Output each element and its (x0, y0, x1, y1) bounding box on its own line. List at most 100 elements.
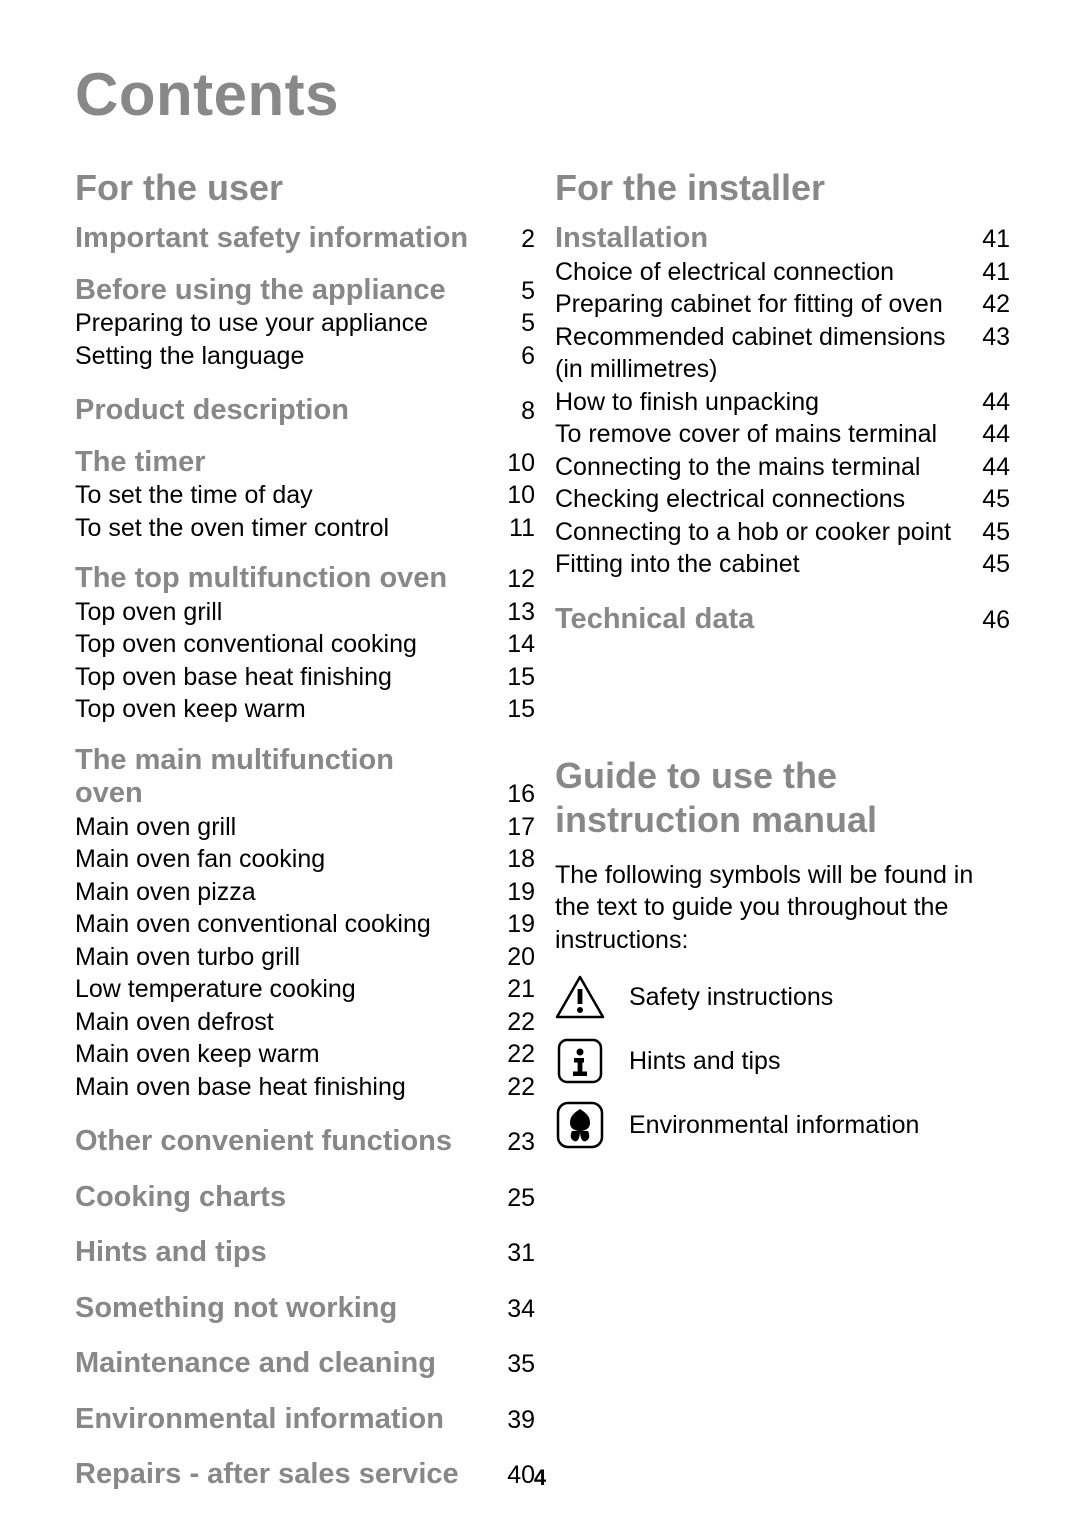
toc-entry-label: Connecting to the mains terminal (555, 451, 982, 484)
toc-page: 10 (507, 447, 535, 480)
toc-page: 8 (521, 395, 535, 428)
toc-section-title: Environmental information (75, 1403, 507, 1436)
leaf-icon (555, 1102, 605, 1148)
toc-page: 46 (982, 604, 1010, 637)
toc-entry-label: Low temperature cooking (75, 973, 507, 1006)
toc-page: 17 (507, 811, 535, 844)
left-column: For the user Important safety informatio… (75, 167, 535, 1492)
guide-row: Hints and tips (555, 1038, 1010, 1084)
toc-entry-label: Checking electrical connections (555, 483, 982, 516)
guide-row: Environmental information (555, 1102, 1010, 1148)
toc-page: 19 (507, 876, 535, 909)
guide-title-line1: Guide to use the (555, 755, 837, 796)
toc-page: 20 (507, 941, 535, 974)
toc-section-title: The timer (75, 446, 507, 479)
toc-entry-label: To set the oven timer control (75, 512, 509, 545)
toc-entry-label: Top oven grill (75, 596, 507, 629)
toc-entry-label: Main oven conventional cooking (75, 908, 507, 941)
toc-page: 5 (521, 307, 535, 340)
guide-body: The following symbols will be found in t… (555, 859, 1010, 957)
toc-section-title: Before using the appliance (75, 274, 521, 307)
toc-page: 2 (521, 223, 535, 256)
toc-page: 18 (507, 843, 535, 876)
toc-page: 45 (982, 516, 1010, 549)
toc-entry-label: Connecting to a hob or cooker point (555, 516, 982, 549)
page-title: Contents (75, 60, 1010, 129)
toc-page: 5 (521, 275, 535, 308)
toc-entry-label: Main oven turbo grill (75, 941, 507, 974)
right-column: For the installer Installation41Choice o… (555, 167, 1010, 1492)
toc-page: 42 (982, 288, 1010, 321)
toc-page: 43 (982, 321, 1010, 354)
toc-page: 25 (507, 1182, 535, 1215)
toc-section-title: Technical data (555, 603, 982, 636)
toc-page: 44 (982, 418, 1010, 451)
toc-page: 22 (507, 1071, 535, 1104)
contents-page: Contents For the user Important safety i… (0, 0, 1080, 1529)
toc-page: 12 (507, 563, 535, 596)
toc-entry-label: Main oven base heat finishing (75, 1071, 507, 1104)
warning-icon (555, 974, 605, 1020)
columns-wrapper: For the user Important safety informatio… (75, 167, 1010, 1492)
toc-page: 23 (507, 1126, 535, 1159)
toc-page: 15 (507, 661, 535, 694)
toc-page: 15 (507, 693, 535, 726)
toc-page: 41 (982, 256, 1010, 289)
toc-page: 22 (507, 1038, 535, 1071)
toc-entry-label: Top oven base heat finishing (75, 661, 507, 694)
toc-page: 44 (982, 386, 1010, 419)
toc-page: 22 (507, 1006, 535, 1039)
toc-page: 39 (507, 1404, 535, 1437)
toc-page: 44 (982, 451, 1010, 484)
info-icon (555, 1038, 605, 1084)
toc-section-title: Important safety information (75, 222, 521, 255)
toc-section-title: Product description (75, 394, 521, 427)
toc-page: 14 (507, 628, 535, 661)
toc-page: 21 (507, 973, 535, 1006)
toc-section-title: Other convenient functions (75, 1125, 507, 1158)
toc-page: 16 (507, 778, 535, 811)
toc-entry-label: How to finish unpacking (555, 386, 982, 419)
toc-entry-label: Top oven conventional cooking (75, 628, 507, 661)
toc-entry-label: Main oven fan cooking (75, 843, 507, 876)
guide-row-label: Safety instructions (629, 983, 833, 1012)
guide-heading: Guide to use the instruction manual (555, 754, 1010, 840)
right-sections: Installation41Choice of electrical conne… (555, 222, 1010, 636)
toc-page: 13 (507, 596, 535, 629)
toc-page: 10 (507, 479, 535, 512)
toc-page: 6 (521, 340, 535, 373)
user-heading: For the user (75, 167, 535, 208)
toc-page: 35 (507, 1348, 535, 1381)
toc-entry-label: To remove cover of mains terminal (555, 418, 982, 451)
toc-page: 45 (982, 483, 1010, 516)
toc-entry-label: Main oven grill (75, 811, 507, 844)
toc-page: 11 (509, 512, 535, 545)
toc-section-title: Installation (555, 222, 982, 255)
page-number: 4 (0, 1465, 1080, 1491)
guide-row: Safety instructions (555, 974, 1010, 1020)
toc-entry-label: Top oven keep warm (75, 693, 507, 726)
guide-row-label: Environmental information (629, 1111, 919, 1140)
toc-entry-label: Main oven keep warm (75, 1038, 507, 1071)
guide-row-label: Hints and tips (629, 1047, 780, 1076)
left-sections: Important safety information2Before usin… (75, 222, 535, 1491)
toc-section-title-line2: oven (75, 777, 507, 810)
toc-entry-label: Choice of electrical connection (555, 256, 982, 289)
toc-page: 41 (982, 223, 1010, 256)
toc-entry-label: Main oven defrost (75, 1006, 507, 1039)
toc-entry-label: Fitting into the cabinet (555, 548, 982, 581)
guide-rows: Safety instructions Hints and tips Environ… (555, 974, 1010, 1148)
toc-entry-label: Recommended cabinet dimensions (in milli… (555, 321, 982, 386)
toc-section-title: Something not working (75, 1292, 507, 1325)
toc-entry-label: Preparing to use your appliance (75, 307, 521, 340)
toc-entry-label: Setting the language (75, 340, 521, 373)
toc-page: 45 (982, 548, 1010, 581)
toc-entry-label: To set the time of day (75, 479, 507, 512)
toc-section-title: The main multifunction (75, 744, 535, 777)
toc-entry-label: Preparing cabinet for fitting of oven (555, 288, 982, 321)
toc-section-title: Maintenance and cleaning (75, 1347, 507, 1380)
toc-section-title: Cooking charts (75, 1181, 507, 1214)
toc-section-title: The top multifunction oven (75, 562, 507, 595)
toc-entry-label: Main oven pizza (75, 876, 507, 909)
toc-page: 34 (507, 1293, 535, 1326)
